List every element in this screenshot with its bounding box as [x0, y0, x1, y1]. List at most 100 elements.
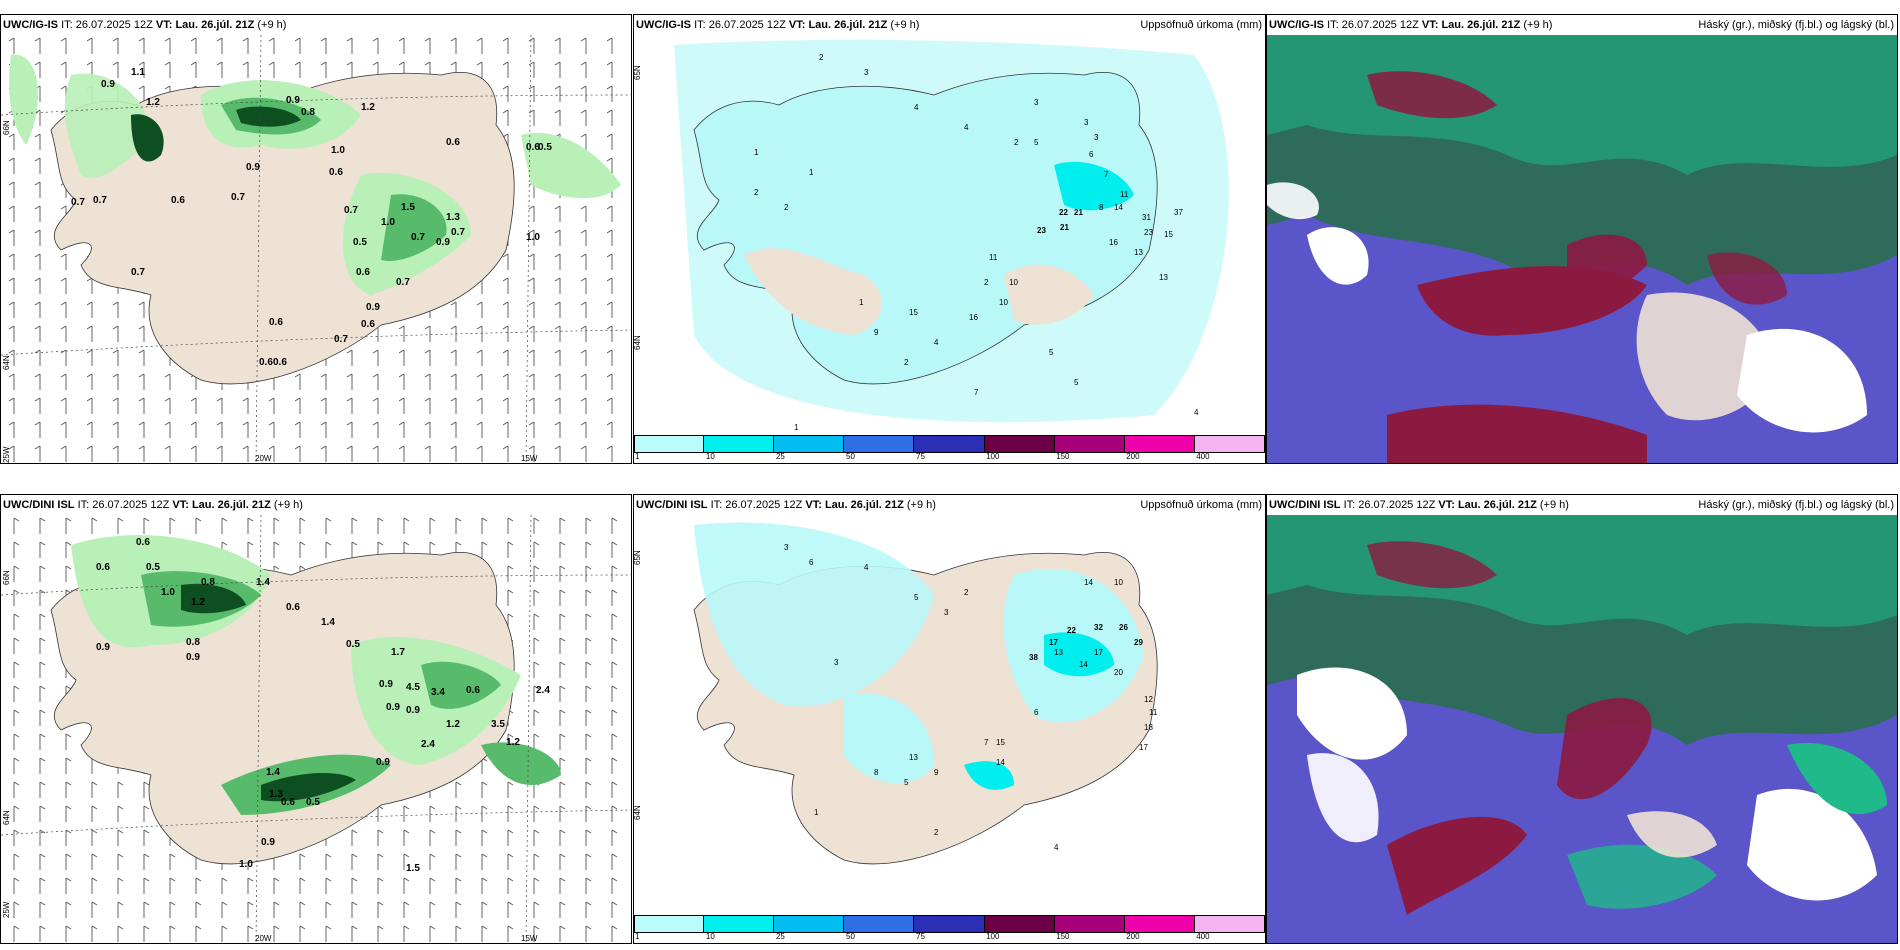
panel-igis-accum-precip: UWC/IG-IS IT: 26.07.2025 12Z VT: Lau. 26… [633, 14, 1266, 464]
map-label: 2 [984, 278, 989, 287]
map-label: 13 [1054, 648, 1063, 657]
lat-label-64n: 64N [633, 805, 642, 820]
map-label: 4 [1194, 408, 1199, 417]
colorbar-swatch [914, 435, 985, 453]
map-label: 21 [1074, 208, 1083, 217]
it-value: 26.07.2025 12Z [708, 19, 786, 31]
vt-label: VT: [155, 19, 173, 31]
map-label: 1.2 [191, 597, 205, 608]
panel-subtitle: Uppsöfnuð úrkoma (mm) [1140, 499, 1262, 511]
colorbar-tick: 10 [705, 452, 715, 461]
map-label: 6 [1034, 708, 1039, 717]
map-label: 37 [1174, 208, 1183, 217]
model-name: UWC/IG-IS [3, 19, 58, 31]
map-label: 0.9 [406, 705, 420, 716]
colorbar-tick: 100 [986, 452, 1000, 461]
map-label: 18 [1144, 723, 1153, 732]
vt-label: VT: [172, 499, 189, 511]
map-label: 0.6 [269, 317, 283, 328]
precip-green [71, 535, 561, 815]
map-label: 0.8 [201, 577, 215, 588]
colorbar-tick: 50 [846, 452, 855, 461]
colorbar-swatch [844, 915, 915, 933]
map-label: 1.4 [256, 577, 270, 588]
map-label: 0.6 [96, 562, 110, 573]
map-label: 1 [814, 808, 819, 817]
map-label: 1.2 [146, 97, 160, 108]
map-label: 2 [754, 188, 759, 197]
map-label: 1.0 [381, 217, 395, 228]
lon-label-25w: 25W [2, 446, 11, 463]
map-label: 4 [914, 103, 919, 112]
it-label: IT: [61, 19, 73, 31]
precip-green [9, 54, 621, 295]
panel-dini-wind-precip: UWC/DINI ISL IT: 26.07.2025 12Z VT: Lau.… [0, 494, 632, 944]
precip-value-labels: 2 3 4 4 2 5 3 3 6 7 11 8 14 22 21 23 21 … [754, 53, 1199, 432]
map-label: 17 [1094, 648, 1103, 657]
map-label: 0.7 [396, 277, 410, 288]
it-label: IT: [710, 499, 723, 511]
map-label: 1.5 [406, 863, 420, 874]
map-label: 0.6 [273, 357, 287, 368]
map-label: 0.7 [231, 192, 245, 203]
vt-label: VT: [1438, 499, 1455, 511]
map-label: 0.6 [259, 357, 273, 368]
map-cloud-cover [1267, 515, 1897, 943]
map-wind-precip: 0.9 1.1 1.2 0.9 0.7 0.7 0.6 0.7 0.9 0.8 … [1, 35, 631, 463]
panel-header: UWC/DINI ISL IT: 26.07.2025 12Z VT: Lau.… [634, 495, 1265, 515]
precip-colorbar: 1 10 25 50 75 100 150 200 400 [634, 915, 1265, 941]
model-name: UWC/DINI ISL [3, 499, 75, 511]
map-accum-precip: 3 6 4 5 3 2 14 10 22 32 26 29 17 38 13 1… [693, 522, 1158, 865]
panel-igis-clouds: UWC/IG-IS IT: 26.07.2025 12Z VT: Lau. 26… [1266, 14, 1898, 464]
lat-label-64n: 64N [2, 810, 11, 825]
map-label: 20 [1114, 668, 1123, 677]
map-label: 6 [1089, 150, 1094, 159]
map-label: 0.9 [386, 702, 400, 713]
colorbar-swatch [1054, 915, 1125, 933]
map-label: 12 [1144, 695, 1153, 704]
map-label: 1 [809, 168, 814, 177]
lat-label-65n: 65N [633, 550, 642, 565]
map-label: 13 [909, 753, 918, 762]
map-label: 1.7 [391, 647, 405, 658]
map-label: 32 [1094, 623, 1103, 632]
map-label: 26 [1119, 623, 1128, 632]
panel-subtitle: Uppsöfnuð úrkoma (mm) [1140, 19, 1262, 31]
map-label: 3 [1094, 133, 1099, 142]
colorbar-tick: 10 [705, 932, 715, 941]
map-label: 5 [914, 593, 919, 602]
map-label: 11 [989, 253, 998, 262]
lon-label-25w: 25W [2, 901, 11, 918]
map-label: 1.0 [526, 232, 540, 243]
precip-value-labels: 3 6 4 5 3 2 14 10 22 32 26 29 17 38 13 1… [784, 543, 1158, 852]
it-label: IT: [1327, 19, 1339, 31]
map-label: 5 [1074, 378, 1079, 387]
map-label: 0.6 [171, 195, 185, 206]
map-label: 4 [934, 338, 939, 347]
it-label: IT: [77, 499, 90, 511]
vt-value: Lau. 26.júl. 21Z [1457, 499, 1537, 511]
colorbar-tick: 25 [775, 932, 785, 941]
map-label: 14 [1079, 660, 1088, 669]
vt-value: Lau. 26.júl. 21Z [1441, 19, 1521, 31]
map-label: 2 [784, 203, 789, 212]
it-value: 26.07.2025 12Z [92, 499, 170, 511]
lat-label-66n: 66N [2, 120, 11, 135]
map-label: 10 [1114, 578, 1123, 587]
map-label: 1.5 [401, 202, 415, 213]
map-label: 1.3 [446, 212, 460, 223]
map-label: 0.7 [71, 197, 85, 208]
map-label: 0.6 [286, 602, 300, 613]
colorbar-tick: 400 [1196, 452, 1210, 461]
vt-label: VT: [788, 19, 806, 31]
map-label: 7 [984, 738, 989, 747]
map-label: 0.7 [93, 195, 107, 206]
colorbar-swatch [984, 435, 1055, 453]
map-label: 11 [1149, 708, 1158, 717]
vt-value: Lau. 26.júl. 21Z [191, 499, 271, 511]
colorbar-swatch [1124, 435, 1195, 453]
panel-header: UWC/DINI ISL IT: 26.07.2025 12Z VT: Lau.… [1, 495, 631, 515]
map-label: 14 [1114, 203, 1123, 212]
map-label: 23 [1144, 228, 1153, 237]
panel-header: UWC/DINI ISL IT: 26.07.2025 12Z VT: Lau.… [1267, 495, 1897, 515]
